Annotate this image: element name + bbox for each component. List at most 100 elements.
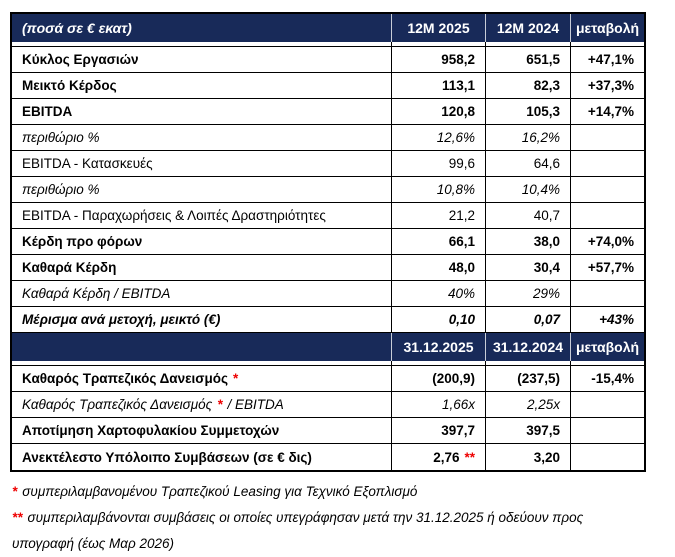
cell-change (570, 281, 644, 306)
header-empty-label (12, 333, 391, 361)
table-header-balance: 31.12.2025 31.12.2024 μεταβολή (12, 333, 644, 361)
row-label: Μέρισμα ανά μετοχή, μεικτό (€) (22, 312, 221, 327)
cell-change: +14,7% (570, 99, 644, 124)
footnote-marker: ** (464, 449, 475, 465)
header-col-12m-2025: 12M 2025 (391, 14, 485, 42)
cell-value-2024: 64,6 (485, 151, 570, 176)
header-col-12m-2024: 12M 2024 (485, 14, 570, 42)
cell-label: EBITDA (12, 99, 391, 124)
value-2025: (200,9) (432, 371, 475, 386)
cell-value-2025: 1,66x (391, 392, 485, 417)
value-2024: 82,3 (533, 78, 560, 93)
cell-label: Καθαρός Τραπεζικός Δανεισμός * (12, 366, 391, 391)
cell-value-2025: 66,1 (391, 229, 485, 254)
cell-value-2024: 105,3 (485, 99, 570, 124)
table-body-balance: Καθαρός Τραπεζικός Δανεισμός * (200,9) (237… (12, 366, 644, 470)
value-2024: 40,7 (533, 208, 560, 223)
cell-label: EBITDA - Παραχωρήσεις & Λοιπές Δραστηριό… (12, 203, 391, 228)
row-label: EBITDA (22, 104, 73, 119)
cell-value-2025: 40% (391, 281, 485, 306)
value-2024: 30,4 (533, 260, 560, 275)
financial-table: (ποσά σε € εκατ) 12M 2025 12M 2024 μεταβ… (10, 12, 646, 472)
cell-value-2025: 2,76 ** (391, 444, 485, 470)
cell-change (570, 203, 644, 228)
cell-change: +37,3% (570, 73, 644, 98)
cell-value-2024: 16,2% (485, 125, 570, 150)
value-2025: 113,1 (441, 78, 475, 93)
cell-value-2025: 113,1 (391, 73, 485, 98)
change-value: +14,7% (587, 104, 634, 119)
value-2024: 38,0 (533, 234, 560, 249)
cell-label: Ανεκτέλεστο Υπόλοιπο Συμβάσεων (σε € δις… (12, 444, 391, 470)
cell-change: +57,7% (570, 255, 644, 280)
value-2025: 397,7 (441, 423, 475, 438)
row-label: περιθώριο % (22, 130, 100, 145)
table-row: Ανεκτέλεστο Υπόλοιπο Συμβάσεων (σε € δις… (12, 444, 644, 470)
cell-label: Μέρισμα ανά μετοχή, μεικτό (€) (12, 307, 391, 332)
cell-change: +47,1% (570, 47, 644, 72)
cell-change: +74,0% (570, 229, 644, 254)
cell-change (570, 392, 644, 417)
value-2025: 1,66x (441, 397, 475, 412)
row-label: EBITDA - Παραχωρήσεις & Λοιπές Δραστηριό… (22, 208, 326, 223)
table-row: περιθώριο % 12,6% 16,2% (12, 125, 644, 151)
cell-label: περιθώριο % (12, 177, 391, 202)
row-label: Ανεκτέλεστο Υπόλοιπο Συμβάσεων (σε € δις… (22, 449, 312, 465)
cell-value-2024: 29% (485, 281, 570, 306)
value-2025: 99,6 (448, 156, 475, 171)
table-row: Μέρισμα ανά μετοχή, μεικτό (€) 0,10 0,07 +4… (12, 307, 644, 333)
header-col-change-2: μεταβολή (570, 333, 644, 361)
footnote-text: συμπεριλαμβανομένου Τραπεζικού Leasing γ… (22, 484, 418, 499)
value-2024: 397,5 (526, 423, 560, 438)
header-col-31-12-2025: 31.12.2025 (391, 333, 485, 361)
cell-value-2024: 38,0 (485, 229, 570, 254)
value-2025: 48,0 (448, 260, 475, 275)
cell-label: περιθώριο % (12, 125, 391, 150)
footnote-marker: * (217, 397, 223, 412)
table-row: Καθαρά Κέρδη / EBITDA 40% 29% (12, 281, 644, 307)
value-2024: 2,25x (526, 397, 560, 412)
cell-label: Κύκλος Εργασιών (12, 47, 391, 72)
cell-label: Καθαρά Κέρδη / EBITDA (12, 281, 391, 306)
value-2025: 2,76 (433, 449, 460, 465)
cell-value-2025: 21,2 (391, 203, 485, 228)
value-2025: 0,10 (448, 312, 475, 327)
table-row: Κύκλος Εργασιών 958,2 651,5 +47,1% (12, 47, 644, 73)
table-row: Καθαρά Κέρδη 48,0 30,4 +57,7% (12, 255, 644, 281)
cell-change (570, 151, 644, 176)
value-2025: 12,6% (436, 130, 475, 145)
cell-value-2025: 120,8 (391, 99, 485, 124)
cell-label: Κέρδη προ φόρων (12, 229, 391, 254)
cell-value-2025: 10,8% (391, 177, 485, 202)
row-label: EBITDA - Κατασκευές (22, 156, 153, 171)
row-label: Αποτίμηση Χαρτοφυλακίου Συμμετοχών (22, 423, 280, 438)
value-2025: 21,2 (448, 208, 475, 223)
value-2025: 120,8 (441, 104, 475, 119)
cell-value-2024: 2,25x (485, 392, 570, 417)
cell-change (570, 418, 644, 443)
cell-change: -15,4% (570, 366, 644, 391)
change-value: -15,4% (591, 371, 634, 386)
value-2024: 29% (532, 286, 560, 301)
cell-change: +43% (570, 307, 644, 332)
cell-value-2025: 0,10 (391, 307, 485, 332)
table-row: Καθαρός Τραπεζικός Δανεισμός * (200,9) (237… (12, 366, 644, 392)
cell-value-2024: (237,5) (485, 366, 570, 391)
footnote-marker: * (233, 371, 239, 386)
cell-value-2025: (200,9) (391, 366, 485, 391)
value-2024: 0,07 (533, 312, 560, 327)
cell-label: Καθαρός Τραπεζικός Δανεισμός * / EBITDA (12, 392, 391, 417)
header-col-31-12-2024: 31.12.2024 (485, 333, 570, 361)
cell-value-2025: 12,6% (391, 125, 485, 150)
table-header-12m: (ποσά σε € εκατ) 12M 2025 12M 2024 μεταβ… (12, 14, 644, 42)
table-row: Καθαρός Τραπεζικός Δανεισμός * / EBITDA 1,6… (12, 392, 644, 418)
row-label-suffix: / EBITDA (227, 397, 284, 412)
header-units-label: (ποσά σε € εκατ) (22, 20, 132, 36)
cell-value-2024: 651,5 (485, 47, 570, 72)
value-2025: 958,2 (441, 52, 475, 67)
cell-change (570, 125, 644, 150)
change-value: +74,0% (587, 234, 634, 249)
cell-value-2024: 0,07 (485, 307, 570, 332)
table-row: EBITDA - Κατασκευές 99,6 64,6 (12, 151, 644, 177)
table-row: Αποτίμηση Χαρτοφυλακίου Συμμετοχών 397,7 3… (12, 418, 644, 444)
